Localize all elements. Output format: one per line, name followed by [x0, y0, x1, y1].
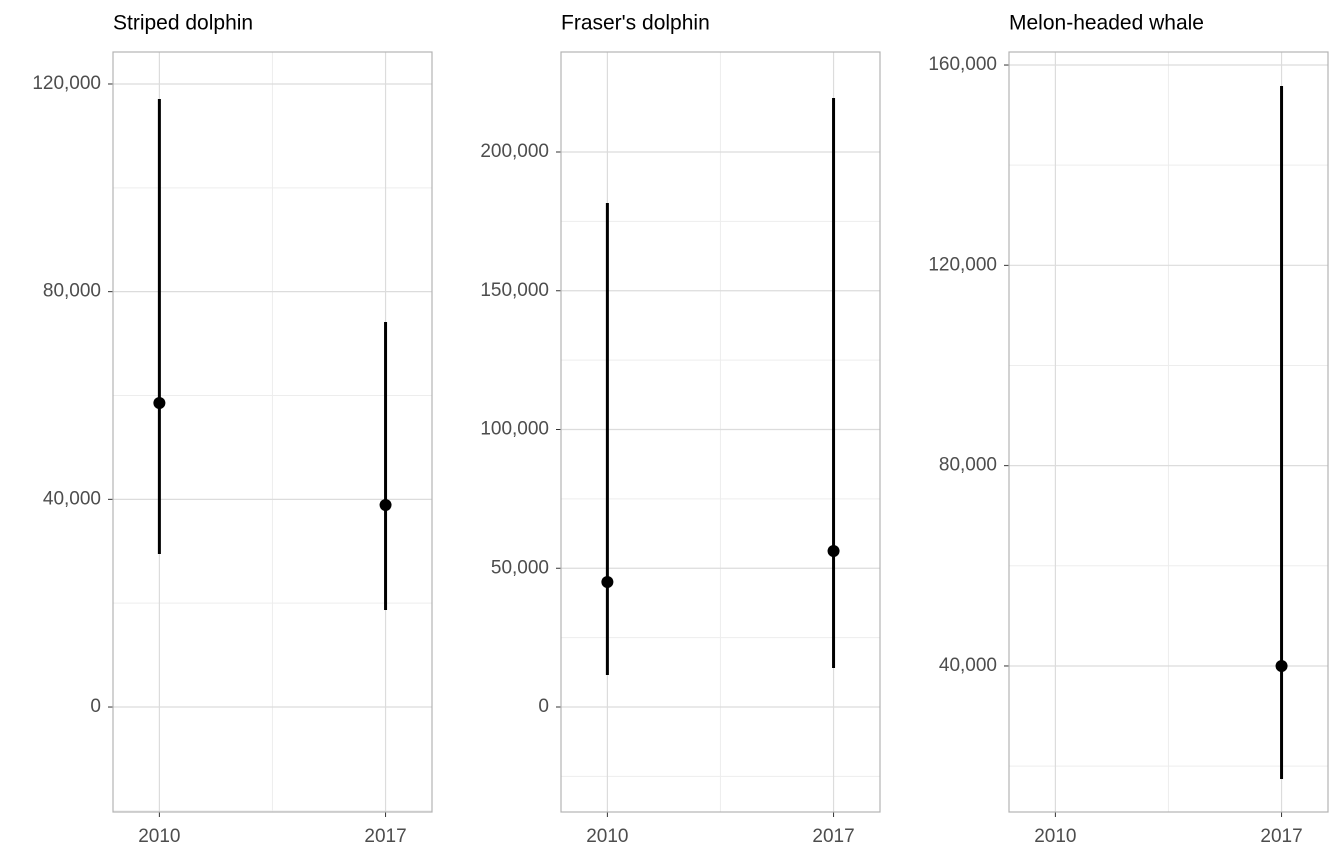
point	[601, 575, 614, 588]
panel-title: Striped dolphin	[113, 12, 253, 35]
y-tick-label: 40,000	[43, 488, 101, 509]
x-tick-label: 2010	[138, 826, 180, 847]
y-tick-label: 120,000	[32, 73, 101, 94]
panel-border	[560, 51, 881, 813]
point	[153, 397, 166, 410]
y-tick-label: 80,000	[43, 281, 101, 302]
panel-title: Melon-headed whale	[1009, 12, 1204, 35]
x-tick-label: 2017	[364, 826, 406, 847]
y-tick-label: 100,000	[480, 419, 549, 440]
y-tick-label: 0	[90, 696, 101, 717]
x-tick-label: 2017	[1260, 826, 1302, 847]
panel-border	[1008, 51, 1329, 813]
y-tick-label: 120,000	[928, 254, 997, 275]
x-tick-label: 2010	[1034, 826, 1076, 847]
y-tick-label: 200,000	[480, 141, 549, 162]
y-tick-label: 50,000	[491, 557, 549, 578]
y-tick-label: 80,000	[939, 455, 997, 476]
y-tick-label: 0	[538, 696, 549, 717]
x-tick-label: 2010	[586, 826, 628, 847]
point	[1275, 659, 1288, 672]
panel-border	[112, 51, 433, 813]
point	[827, 544, 840, 557]
x-tick-label: 2017	[812, 826, 854, 847]
y-tick-label: 40,000	[939, 655, 997, 676]
y-tick-label: 160,000	[928, 54, 997, 75]
panel-title: Fraser's dolphin	[561, 12, 710, 35]
point	[379, 499, 392, 512]
y-tick-label: 150,000	[480, 280, 549, 301]
